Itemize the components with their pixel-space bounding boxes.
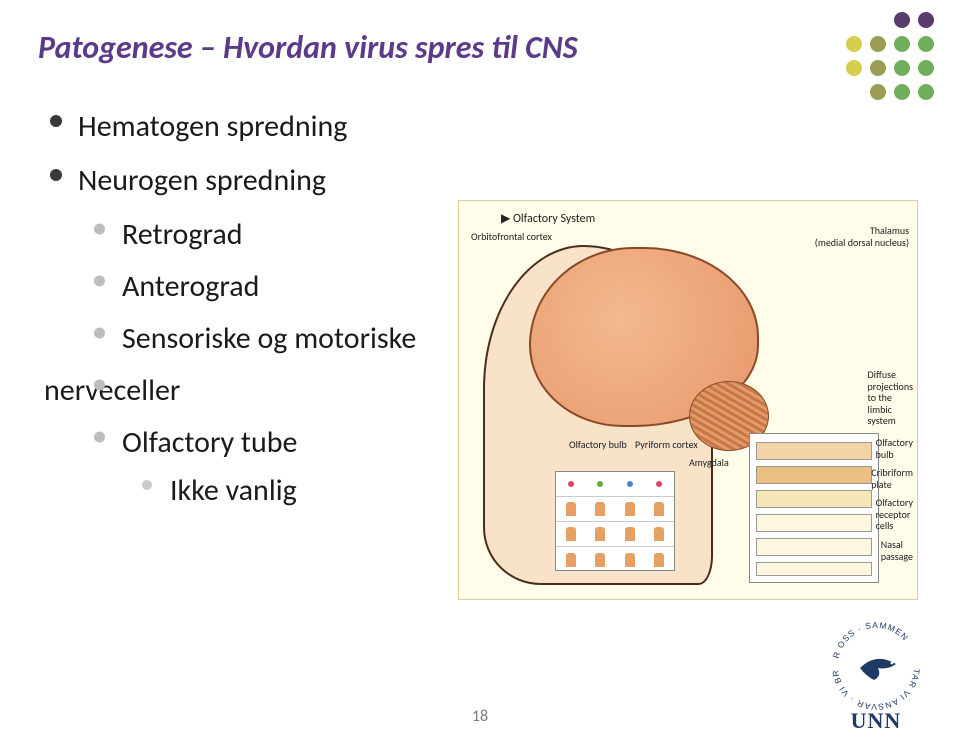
figure-label: Pyriform cortex: [635, 439, 698, 451]
figure-title-label: ▶ Olfactory System: [501, 211, 595, 226]
bird-icon: [860, 659, 896, 680]
bullet-level1: Neurogen spredning: [38, 157, 922, 205]
dot: [846, 36, 862, 52]
inset-panel-anterior: [555, 471, 675, 571]
figure-label: Olfactory receptor cells: [876, 497, 913, 532]
figure-label: Cribriform plate: [871, 467, 913, 490]
dot: [918, 36, 934, 52]
dot: [870, 60, 886, 76]
dot: [918, 12, 934, 28]
decorative-dot-grid: [846, 12, 938, 104]
figure-label: Diffuse projections to the limbic system: [868, 369, 913, 427]
figure-label: Olfactory bulb: [876, 437, 913, 460]
figure-label: Orbitofrontal cortex: [471, 231, 552, 243]
dot: [846, 60, 862, 76]
logo-ring-text-top: R OSS · SAMMEN: [831, 620, 911, 659]
slide-title: Patogenese – Hvordan virus spres til CNS: [38, 28, 922, 67]
figure-label: Nasal passage: [881, 539, 913, 562]
inset-panel-lateral: [749, 433, 879, 583]
figure-label: Olfactory bulb: [569, 439, 627, 451]
dot: [870, 36, 886, 52]
slide-number: 18: [472, 707, 488, 726]
dot: [918, 84, 934, 100]
anatomy-figure: ▶ Olfactory System Orbitofrontal cortex …: [458, 200, 918, 600]
svg-text:R OSS · SAMMEN: R OSS · SAMMEN: [831, 620, 911, 659]
figure-label: Amygdala: [689, 457, 729, 469]
figure-label: Thalamus (medial dorsal nucleus): [815, 225, 909, 248]
slide: Patogenese – Hvordan virus spres til CNS…: [0, 0, 960, 744]
brand-logo: R OSS · SAMMEN TAR VI ANSVAR · VI BRY UN…: [816, 616, 936, 734]
bullet-level1: Hematogen spredning: [38, 103, 922, 151]
dot: [894, 36, 910, 52]
dot: [894, 84, 910, 100]
dot: [894, 12, 910, 28]
dot: [870, 84, 886, 100]
dot: [894, 60, 910, 76]
logo-ring-icon: R OSS · SAMMEN TAR VI ANSVAR · VI BRY: [826, 616, 926, 716]
dot: [918, 60, 934, 76]
